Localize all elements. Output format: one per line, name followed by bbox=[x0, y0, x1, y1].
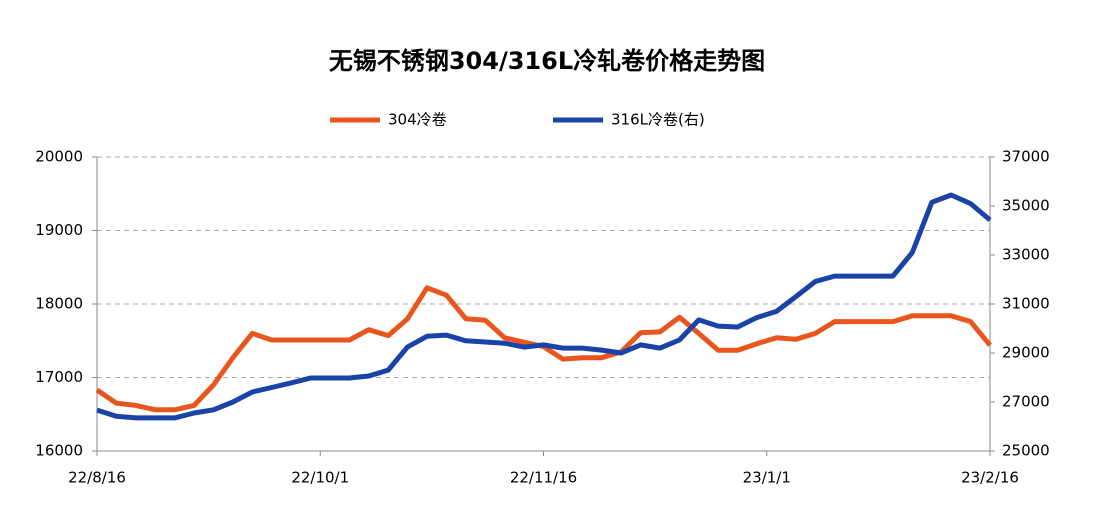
x-tick-label: 22/8/16 bbox=[68, 469, 126, 487]
chart-title: 无锡不锈钢304/316L冷轧卷价格走势图 bbox=[329, 47, 765, 75]
line-series bbox=[96, 192, 992, 421]
y2-tick-label: 29000 bbox=[1002, 344, 1050, 362]
y2-tick-label: 35000 bbox=[1002, 197, 1050, 215]
y-tick-label: 19000 bbox=[35, 221, 83, 239]
x-tick-label: 23/2/16 bbox=[961, 469, 1019, 487]
y-tick-label: 18000 bbox=[35, 295, 83, 313]
x-tick-label: 23/1/1 bbox=[743, 469, 791, 487]
x-tick-label: 22/10/1 bbox=[291, 469, 349, 487]
legend-label: 304冷卷 bbox=[388, 111, 447, 129]
x-tick-label: 22/11/16 bbox=[510, 469, 577, 487]
y-tick-label: 20000 bbox=[35, 148, 83, 166]
y-tick-label: 17000 bbox=[35, 368, 83, 386]
line-series bbox=[95, 285, 992, 413]
y2-tick-label: 37000 bbox=[1002, 148, 1050, 166]
y-tick-label: 16000 bbox=[35, 442, 83, 460]
y2-tick-label: 31000 bbox=[1002, 295, 1050, 313]
y2-tick-label: 33000 bbox=[1002, 246, 1050, 264]
y2-tick-label: 25000 bbox=[1002, 442, 1050, 460]
y2-tick-label: 27000 bbox=[1002, 393, 1050, 411]
legend-label: 316L冷卷(右) bbox=[611, 111, 705, 129]
